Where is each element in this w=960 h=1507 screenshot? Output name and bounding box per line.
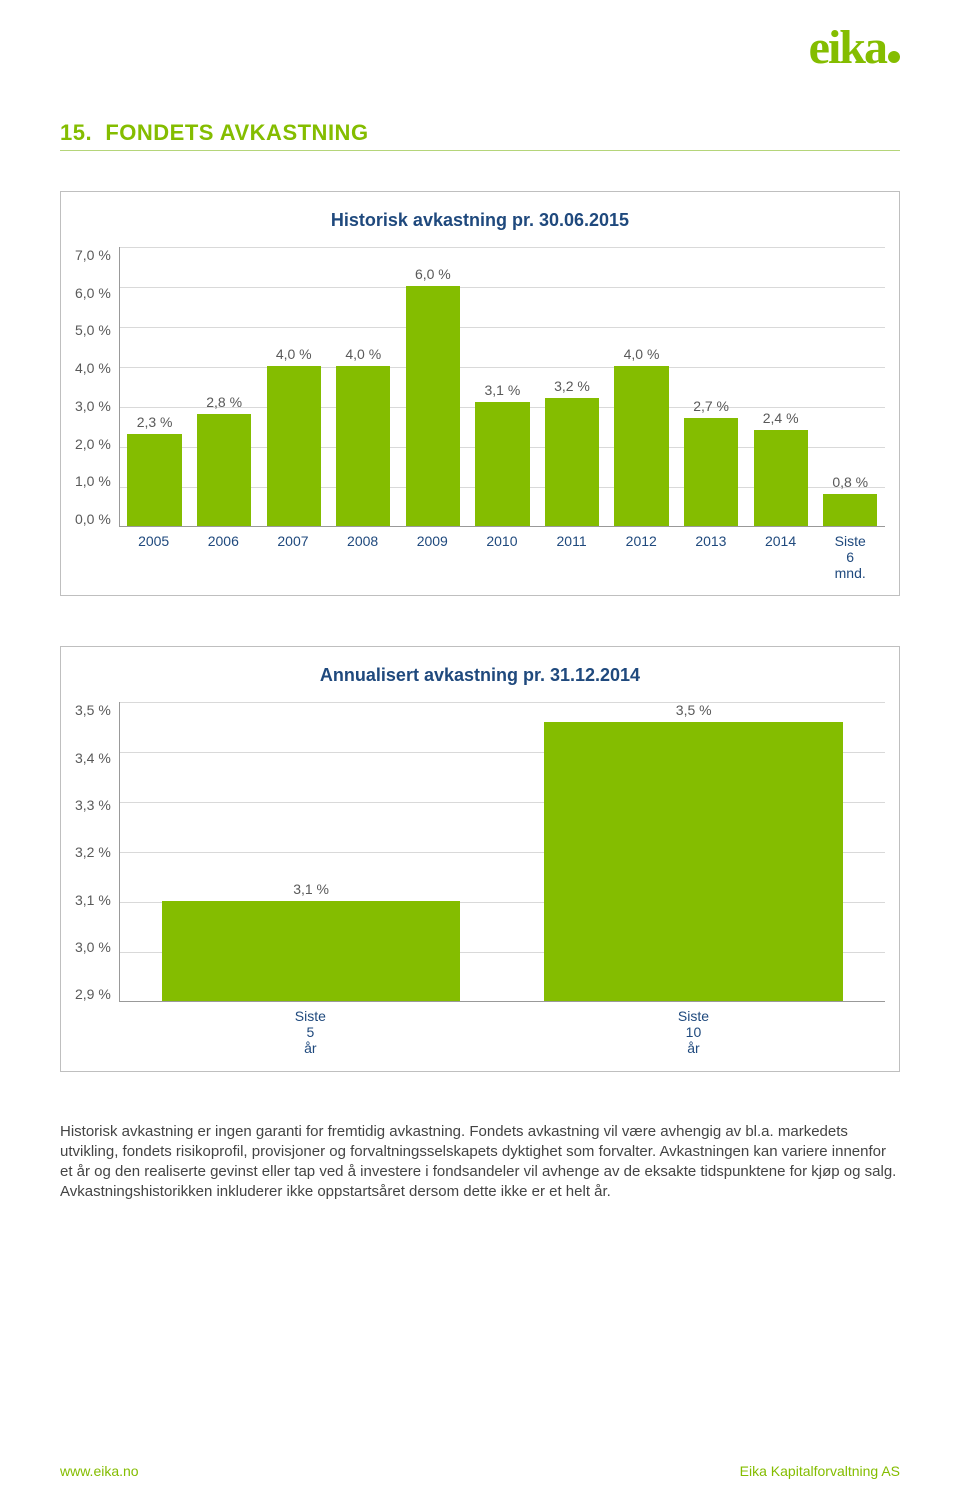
x-tick-label: 2005: [119, 533, 189, 581]
bar-slot: 0,8 %: [815, 247, 885, 526]
y-tick-label: 0,0 %: [75, 511, 111, 527]
x-tick-label: 2009: [397, 533, 467, 581]
y-tick-label: 2,9 %: [75, 986, 111, 1002]
bar-slot: 4,0 %: [329, 247, 399, 526]
section-title-text: FONDETS AVKASTNING: [105, 120, 368, 145]
bar-value-label: 4,0 %: [345, 346, 381, 362]
x-tick-label: 2013: [676, 533, 746, 581]
y-tick-label: 1,0 %: [75, 473, 111, 489]
bar: [336, 366, 390, 526]
y-tick-label: 4,0 %: [75, 360, 111, 376]
bar: [684, 418, 738, 526]
bar: [544, 722, 842, 1001]
x-tick-label: 2007: [258, 533, 328, 581]
bar: [823, 494, 877, 526]
y-tick-label: 3,1 %: [75, 892, 111, 908]
bar-value-label: 2,7 %: [693, 398, 729, 414]
bar: [127, 434, 181, 526]
x-tick-label: 2012: [606, 533, 676, 581]
disclaimer-text: Historisk avkastning er ingen garanti fo…: [60, 1122, 900, 1203]
x-tick-label: Siste10år: [502, 1008, 885, 1056]
x-tick-label: Siste6mnd.: [815, 533, 885, 581]
footer-url: www.eika.no: [60, 1463, 139, 1479]
bar-slot: 2,4 %: [746, 247, 816, 526]
section-heading: 15. FONDETS AVKASTNING: [60, 120, 900, 146]
bar: [162, 901, 460, 1001]
footer-company: Eika Kapitalforvaltning AS: [740, 1463, 900, 1479]
page-footer: www.eika.no Eika Kapitalforvaltning AS: [60, 1463, 900, 1479]
chart1-x-axis: 2005200620072008200920102011201220132014…: [119, 533, 885, 581]
x-tick-label: 2008: [328, 533, 398, 581]
chart1-y-axis: 7,0 % 6,0 % 5,0 % 4,0 % 3,0 % 2,0 % 1,0 % 0,0 %: [75, 247, 119, 527]
section-number: 15.: [60, 120, 92, 145]
y-tick-label: 6,0 %: [75, 285, 111, 301]
y-tick-label: 3,3 %: [75, 797, 111, 813]
bar: [545, 398, 599, 526]
bar-slot: 3,1 %: [120, 702, 503, 1001]
x-tick-label: 2006: [188, 533, 258, 581]
bar: [475, 402, 529, 526]
bar-value-label: 2,3 %: [137, 414, 173, 430]
bar: [197, 414, 251, 526]
chart2-plot: 3,1 % 3,5 %: [119, 702, 885, 1002]
bar-slot: 2,3 %: [120, 247, 190, 526]
bar: [267, 366, 321, 526]
bar-slot: 3,5 %: [502, 702, 885, 1001]
y-tick-label: 3,0 %: [75, 398, 111, 414]
brand-name: eika: [809, 21, 886, 74]
bar-value-label: 2,4 %: [763, 410, 799, 426]
bar: [614, 366, 668, 526]
bar-slot: 4,0 %: [607, 247, 677, 526]
bar-value-label: 3,1 %: [485, 382, 521, 398]
x-tick-label: 2014: [746, 533, 816, 581]
y-tick-label: 3,5 %: [75, 702, 111, 718]
chart2-y-axis: 3,5 % 3,4 % 3,3 % 3,2 % 3,1 % 3,0 % 2,9 %: [75, 702, 119, 1002]
y-tick-label: 5,0 %: [75, 322, 111, 338]
x-tick-label: Siste5år: [119, 1008, 502, 1056]
y-tick-label: 3,4 %: [75, 750, 111, 766]
y-tick-label: 3,2 %: [75, 844, 111, 860]
section-divider: [60, 150, 900, 151]
chart2-title: Annualisert avkastning pr. 31.12.2014: [75, 665, 885, 686]
bar-value-label: 4,0 %: [624, 346, 660, 362]
bar-value-label: 3,1 %: [293, 881, 329, 897]
x-tick-label: 2011: [537, 533, 607, 581]
y-tick-label: 7,0 %: [75, 247, 111, 263]
bar: [754, 430, 808, 526]
bar-slot: 4,0 %: [259, 247, 329, 526]
bar-value-label: 0,8 %: [832, 474, 868, 490]
bar-slot: 2,8 %: [189, 247, 259, 526]
historic-return-chart: Historisk avkastning pr. 30.06.2015 7,0 …: [60, 191, 900, 596]
bar-value-label: 4,0 %: [276, 346, 312, 362]
bar-value-label: 3,5 %: [676, 702, 712, 718]
bar-slot: 2,7 %: [676, 247, 746, 526]
chart2-x-axis: Siste5årSiste10år: [119, 1008, 885, 1056]
x-tick-label: 2010: [467, 533, 537, 581]
chart1-plot: 2,3 % 2,8 % 4,0 % 4,0 % 6,0 % 3,1 % 3,2 % 4,0 %…: [119, 247, 885, 527]
bar-value-label: 6,0 %: [415, 266, 451, 282]
y-tick-label: 2,0 %: [75, 436, 111, 452]
bar-value-label: 2,8 %: [206, 394, 242, 410]
bar: [406, 286, 460, 526]
brand-logo: eika: [809, 20, 900, 75]
bar-slot: 3,2 %: [537, 247, 607, 526]
bar-value-label: 3,2 %: [554, 378, 590, 394]
bar-slot: 6,0 %: [398, 247, 468, 526]
annualised-return-chart: Annualisert avkastning pr. 31.12.2014 3,…: [60, 646, 900, 1071]
y-tick-label: 3,0 %: [75, 939, 111, 955]
bar-slot: 3,1 %: [468, 247, 538, 526]
brand-dot-icon: [888, 51, 900, 63]
chart1-title: Historisk avkastning pr. 30.06.2015: [75, 210, 885, 231]
